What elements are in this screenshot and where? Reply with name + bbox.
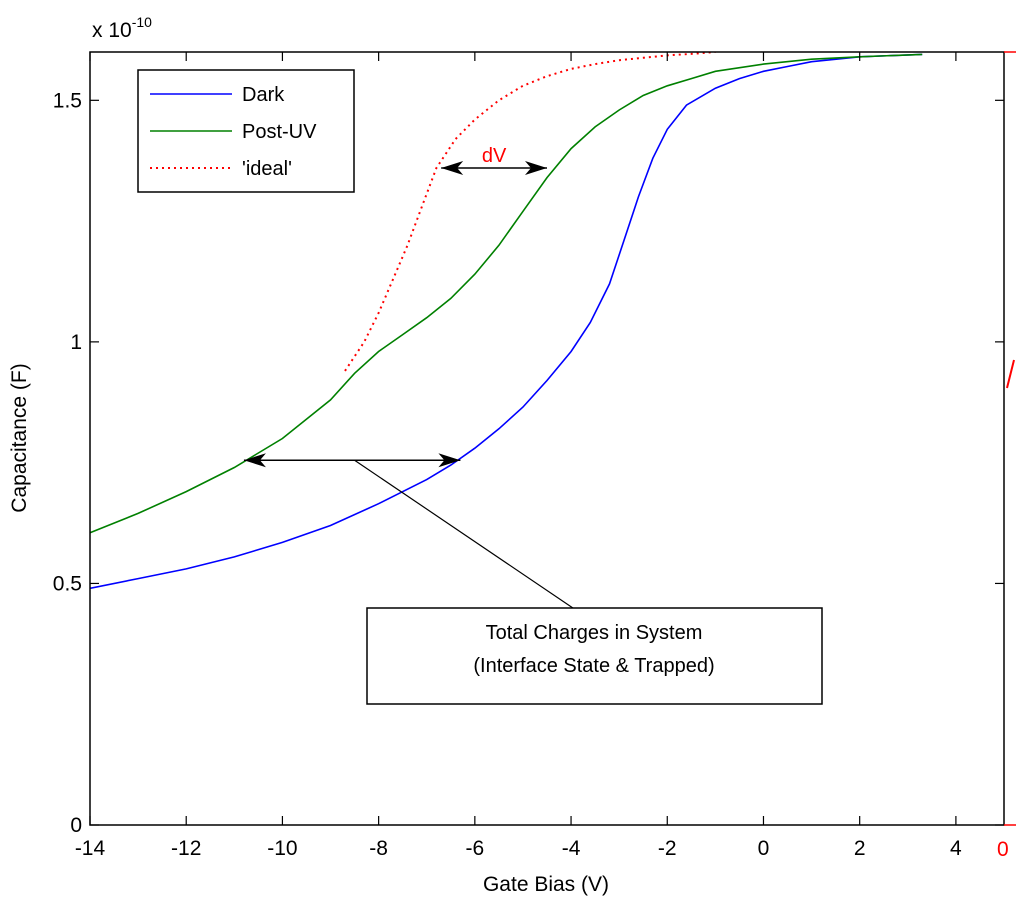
y-tick-label: 1.5 (53, 89, 82, 112)
x-tick-label: 0 (758, 837, 770, 860)
legend-label-post-uv: Post-UV (242, 121, 317, 143)
x-axis-ticks: -14 -12 -10 -8 -6 -4 -2 0 2 4 (75, 52, 962, 860)
x-tick-label: -2 (658, 837, 677, 860)
y-tick-label: 0 (70, 814, 82, 837)
charge-annotation-box (366, 607, 823, 705)
x-tick-label: -10 (267, 837, 297, 860)
x-tick-label: -8 (369, 837, 388, 860)
series-group (90, 52, 923, 590)
x-tick-label: -4 (562, 837, 581, 860)
series-line-ideal (344, 52, 716, 372)
y-axis-label: Capacitance (F) (8, 363, 31, 512)
series-line-post-uv (90, 53, 923, 534)
charge-annotation-line-1: Total Charges in System (486, 622, 703, 644)
charge-annotation-line-2: (Interface State & Trapped) (473, 655, 714, 677)
y-multiplier-base: x 10 (92, 19, 132, 42)
right-edge-red-mark (1006, 359, 1015, 389)
legend-label-dark: Dark (242, 84, 285, 106)
y-tick-label: 1 (70, 331, 82, 354)
x-tick-label: -14 (75, 837, 106, 860)
charge-arrow-head-left (243, 453, 266, 468)
right-edge-label: 0 (997, 838, 1009, 861)
y-multiplier: x 10-10 (92, 14, 152, 42)
annotations: dV Total Charges in System (Interface St… (243, 145, 823, 705)
x-tick-label: -12 (171, 837, 201, 860)
charge-pointer-line (354, 459, 577, 611)
x-tick-label: 4 (950, 837, 962, 860)
legend-label-ideal: 'ideal' (242, 158, 292, 180)
charge-arrow-head-right (438, 453, 461, 468)
x-axis-label: Gate Bias (V) (483, 873, 609, 896)
y-multiplier-exp: -10 (132, 14, 152, 30)
dv-arrow-head-right (525, 160, 547, 175)
dv-label: dV (482, 145, 507, 167)
plot-frame (89, 51, 1005, 826)
x-tick-label: 2 (854, 837, 866, 860)
y-axis-ticks: 0 0.5 1 1.5 (53, 89, 1004, 837)
dv-arrow-head-left (441, 160, 464, 175)
series-line-dark (90, 53, 923, 590)
legend: Dark Post-UV 'ideal' (137, 69, 355, 193)
x-tick-label: -6 (465, 837, 484, 860)
y-tick-label: 0.5 (53, 572, 82, 595)
